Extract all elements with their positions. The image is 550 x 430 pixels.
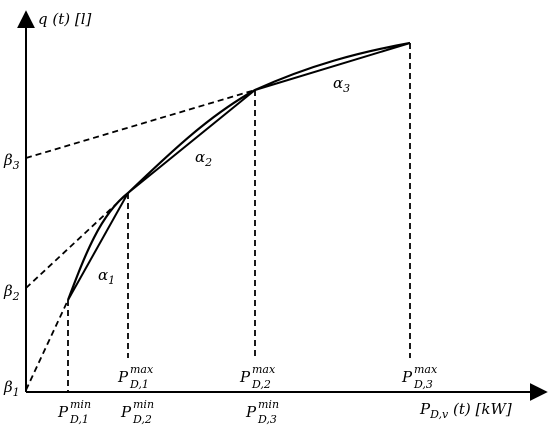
beta-1-label: β1	[3, 378, 20, 399]
svg-text:min: min	[133, 398, 154, 411]
svg-text:D,1: D,1	[69, 413, 89, 426]
svg-text:P: P	[117, 368, 129, 386]
beta-2-label: β2	[3, 282, 20, 303]
svg-text:P: P	[120, 403, 132, 421]
alpha-1-label: α1	[98, 266, 115, 287]
svg-text:max: max	[130, 363, 154, 376]
p-min-2-label: P min D,2	[120, 398, 154, 426]
svg-text:D,3: D,3	[257, 413, 277, 426]
secant-segment-2	[127, 89, 256, 194]
svg-text:D,3: D,3	[413, 378, 433, 391]
svg-text:P: P	[401, 368, 413, 386]
svg-text:D,2: D,2	[251, 378, 271, 391]
svg-text:P: P	[239, 368, 251, 386]
svg-text:min: min	[258, 398, 279, 411]
svg-text:min: min	[70, 398, 91, 411]
secant-segment-3	[254, 42, 411, 91]
p-max-2-label: P max D,2	[239, 363, 276, 391]
x-axis-label: PD,v (t) [kW]	[419, 400, 512, 421]
svg-text:max: max	[252, 363, 276, 376]
y-axis-label: q (t) [l]	[38, 10, 92, 28]
extension-line-3	[25, 89, 256, 159]
svg-text:D,2: D,2	[132, 413, 152, 426]
secant-segment-1	[67, 192, 129, 301]
extension-line-2	[25, 192, 129, 289]
p-max-3-label: P max D,3	[401, 363, 438, 391]
p-max-1-label: P max D,1	[117, 363, 154, 391]
svg-text:D,1: D,1	[129, 378, 149, 391]
p-min-1-label: P min D,1	[57, 398, 91, 426]
svg-text:max: max	[414, 363, 438, 376]
extension-line-1	[25, 299, 69, 391]
alpha-3-label: α3	[333, 74, 350, 95]
alpha-2-label: α2	[195, 148, 212, 169]
svg-text:P: P	[245, 403, 257, 421]
svg-text:P: P	[57, 403, 69, 421]
beta-3-label: β3	[3, 151, 20, 172]
p-min-3-label: P min D,3	[245, 398, 279, 426]
concave-curve	[66, 41, 411, 301]
